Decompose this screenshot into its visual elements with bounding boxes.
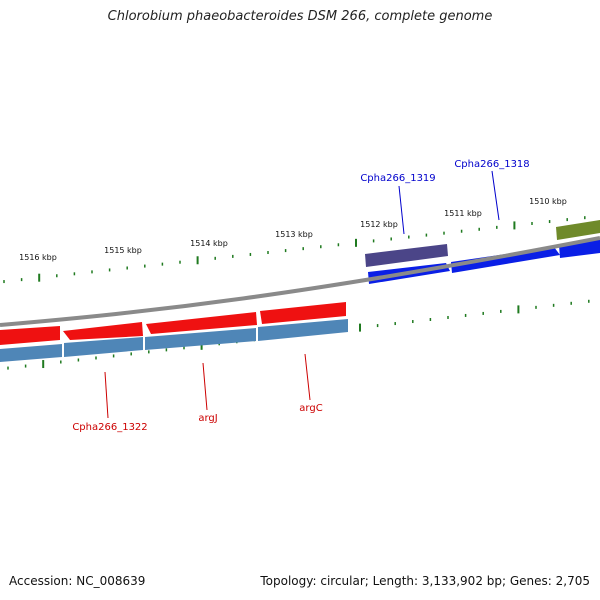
gene-label-cpha266-1319: Cpha266_1319 [360,173,435,184]
scale-label: 1514 kbp [190,239,228,248]
scale-label: 1513 kbp [275,230,313,239]
genome-summary-text: Topology: circular; Length: 3,133,902 bp… [260,574,590,588]
scale-label: 1510 kbp [529,197,567,206]
scale-label: 1516 kbp [19,253,57,262]
gene-bar-steel-1[interactable] [0,344,62,362]
gene-label-argc: argC [299,403,322,414]
outer-tick-ring [3,216,586,284]
gene-arrow-argc[interactable] [260,302,346,324]
scale-label: 1515 kbp [104,246,142,255]
scale-label: 1511 kbp [444,209,482,218]
genome-title: Chlorobium phaeobacteroides DSM 266, com… [107,9,493,24]
gene-arrow-cpha266-1318[interactable] [451,247,560,273]
accession-text: Accession: NC_008639 [9,574,146,588]
gene-label-argj: argJ [198,413,217,424]
scale-label: 1512 kbp [360,220,398,229]
gene-arrow-reverse-red-1[interactable] [0,326,60,345]
gene-arrow-olive[interactable] [556,220,600,240]
genome-backbone [0,236,600,327]
gene-bar-steel-3[interactable] [145,328,256,350]
label-leaders [104,170,500,419]
gene-label-cpha266-1318: Cpha266_1318 [454,159,529,170]
gene-bar-steel-2[interactable] [64,337,143,357]
gene-arrow-cpha266-1322[interactable] [63,322,143,340]
gene-arrow-cpha266-1319[interactable] [365,244,448,267]
gene-bar-steel-4[interactable] [258,319,348,341]
reverse-strand-features [0,302,348,362]
gene-label-cpha266-1322: Cpha266_1322 [72,422,147,433]
gene-arrow-argj[interactable] [146,312,257,334]
scale-labels: 1516 kbp 1515 kbp 1514 kbp 1513 kbp 1512 kbp… [19,197,567,262]
